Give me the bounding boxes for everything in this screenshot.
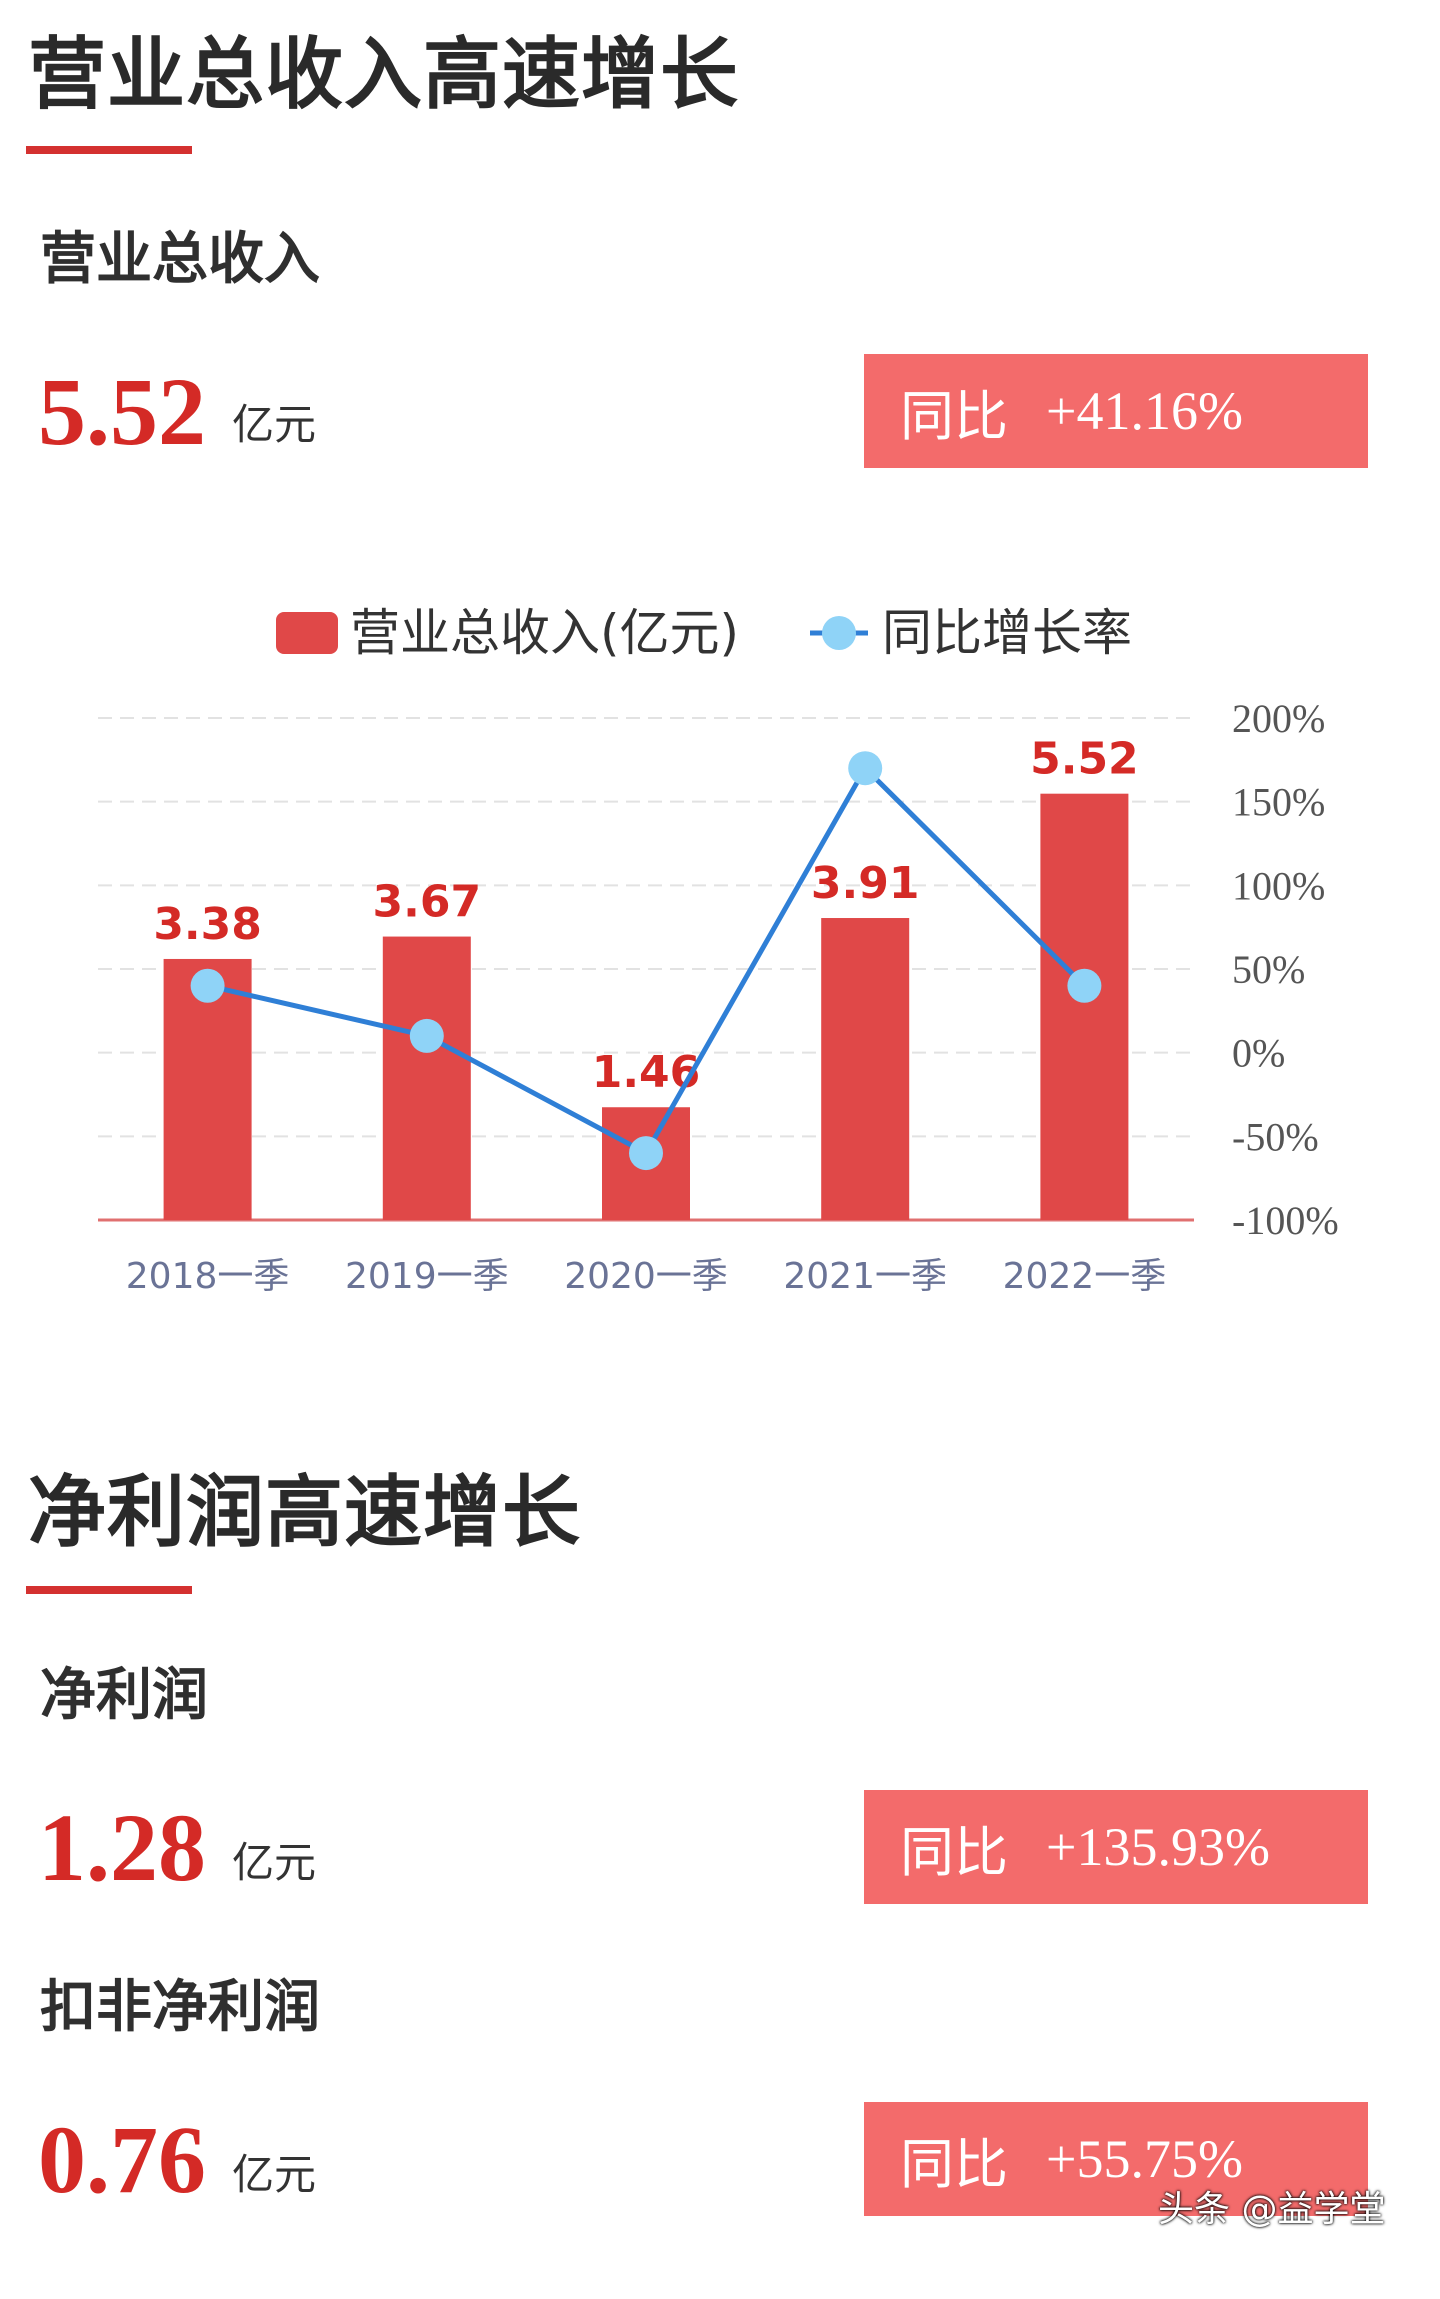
metric-value-net-profit: 1.28: [38, 1794, 206, 1901]
bar: [382, 936, 471, 1220]
bar-value-label: 3.91: [811, 858, 920, 909]
section-title-revenue: 营业总收入高速增长: [28, 30, 740, 120]
watermark: 头条 @益学堂: [1158, 2189, 1386, 2230]
y-tick-label: -50%: [1232, 1114, 1319, 1159]
bar: [821, 918, 910, 1220]
growth-rate-point: [629, 1136, 663, 1171]
y-tick-label: 0%: [1232, 1031, 1285, 1076]
metric-value-deducted-net-profit: 0.76: [38, 2106, 206, 2213]
growth-rate-point: [848, 751, 883, 786]
y-tick-label: 50%: [1232, 947, 1305, 992]
legend-swatch-bar: [276, 612, 338, 654]
x-tick-label: 2019一季: [345, 1256, 509, 1297]
yoy-value: +135.93%: [1046, 1817, 1270, 1877]
metric-label-deducted-net-profit: 扣非净利润: [40, 1975, 320, 2040]
yoy-label: 同比: [900, 2132, 1008, 2196]
metric-label-revenue: 营业总收入: [40, 227, 320, 292]
section-title-underline: [26, 146, 192, 154]
yoy-label: 同比: [900, 384, 1008, 448]
y-tick-label: -100%: [1232, 1198, 1339, 1243]
bar-value-label: 5.52: [1030, 734, 1139, 785]
y-tick-label: 100%: [1232, 863, 1325, 908]
legend-label-bar: 营业总收入(亿元): [350, 604, 739, 662]
x-tick-label: 2021一季: [783, 1256, 947, 1297]
growth-rate-point: [190, 968, 225, 1003]
yoy-badge-deducted-net-profit: 同比 +55.75%: [864, 2102, 1368, 2216]
y-tick-label: 150%: [1232, 780, 1325, 825]
y-tick-label: 200%: [1232, 696, 1325, 741]
section-title-underline: [26, 1586, 192, 1594]
revenue-chart: 200%150%100%50%0%-50%-100%3.38 3.671.463.…: [98, 604, 1339, 1297]
yoy-label: 同比: [900, 1820, 1008, 1884]
x-tick-label: 2022一季: [1003, 1256, 1167, 1297]
legend-label-line: 同比增长率: [882, 604, 1132, 662]
metric-label-net-profit: 净利润: [40, 1663, 208, 1728]
legend-swatch-marker: [822, 616, 856, 650]
growth-rate-point: [409, 1018, 444, 1053]
yoy-badge-revenue: 同比 +41.16%: [864, 354, 1368, 468]
yoy-value: +55.75%: [1046, 2129, 1243, 2189]
yoy-value: +41.16%: [1046, 381, 1243, 441]
growth-rate-point: [1067, 968, 1102, 1003]
metric-unit-revenue: 亿元: [232, 400, 317, 449]
metric-unit-deducted-net-profit: 亿元: [232, 2150, 317, 2199]
metric-unit-net-profit: 亿元: [232, 1838, 317, 1887]
bar: [1040, 793, 1129, 1220]
metric-value-revenue: 5.52: [38, 358, 206, 465]
x-tick-label: 2020一季: [564, 1256, 728, 1297]
bar-value-label: 3.67: [373, 877, 482, 928]
yoy-badge-net-profit: 同比 +135.93%: [864, 1790, 1368, 1904]
bar-value-label: 3.38: [153, 899, 262, 950]
x-tick-label: 2018一季: [126, 1256, 290, 1297]
section-title-profit: 净利润高速增长: [28, 1468, 582, 1558]
